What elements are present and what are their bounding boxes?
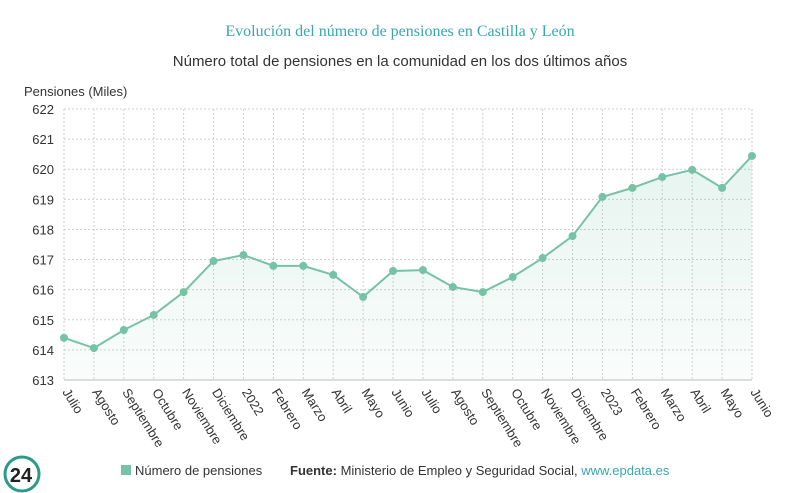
x-tick-label: Julio (418, 386, 445, 417)
x-tick-label: Julio (59, 386, 86, 417)
point (149, 310, 158, 319)
y-axis-label: Pensiones (Miles) (24, 84, 127, 99)
source-link[interactable]: www.epdata.es (580, 463, 670, 478)
point (748, 151, 756, 160)
logo-ring (3, 455, 41, 493)
point (418, 266, 427, 275)
y-tick-label: 622 (32, 102, 54, 117)
x-tick-label: Abril (329, 386, 356, 416)
y-tick-label: 613 (32, 373, 54, 388)
y-tick-label: 617 (32, 253, 54, 268)
point (508, 273, 517, 282)
point (658, 173, 667, 182)
legend-entry: Número de pensiones (135, 463, 263, 478)
point (688, 165, 697, 174)
point (448, 282, 457, 291)
y-tick-label: 620 (32, 162, 54, 177)
area (64, 155, 752, 380)
logo: 24 (10, 465, 33, 487)
x-tick-label: Junio (388, 386, 417, 420)
y-tick-label: 615 (32, 313, 54, 328)
chart-subtitle: Número total de pensiones en la comunida… (173, 53, 627, 70)
point (269, 261, 278, 270)
x-tick-label: Agosto (89, 386, 123, 428)
y-tick-label: 619 (32, 192, 54, 207)
point (60, 333, 68, 342)
point (628, 183, 637, 192)
y-tick-label: 621 (32, 132, 54, 147)
point (598, 192, 607, 201)
point (389, 266, 398, 275)
point (538, 254, 547, 263)
y-tick-label: 618 (32, 222, 54, 237)
point (179, 288, 188, 297)
point (119, 326, 128, 335)
line (63, 155, 753, 350)
y-tick-label: 614 (32, 343, 54, 358)
point (359, 292, 368, 301)
source-label: Fuente: (290, 463, 337, 478)
legend-swatch (121, 465, 131, 475)
x-tick-label: Agosto (448, 386, 482, 428)
x-tick-label: Marzo (299, 386, 331, 425)
point (329, 270, 338, 279)
y-tick-label: 616 (32, 283, 54, 298)
x-tick-label: 2022 (239, 386, 267, 418)
point (209, 257, 218, 266)
point (478, 288, 487, 297)
source: Fuente: Ministerio de Empleo y Seguridad… (290, 463, 670, 478)
chart-title: Evolución del número de pensiones en Cas… (225, 23, 574, 40)
point (239, 251, 248, 260)
x-tick-label: Marzo (658, 386, 690, 425)
point (568, 232, 577, 241)
point (718, 183, 727, 192)
point (299, 261, 308, 270)
source-text: Ministerio de Empleo y Seguridad Social, (341, 463, 578, 478)
x-tick-label: Mayo (359, 386, 389, 421)
x-tick-label: 2023 (598, 386, 626, 418)
x-tick-label: Mayo (718, 386, 748, 421)
x-tick-label: Abril (688, 386, 715, 416)
point (89, 344, 98, 353)
x-tick-label: Junio (747, 386, 776, 420)
